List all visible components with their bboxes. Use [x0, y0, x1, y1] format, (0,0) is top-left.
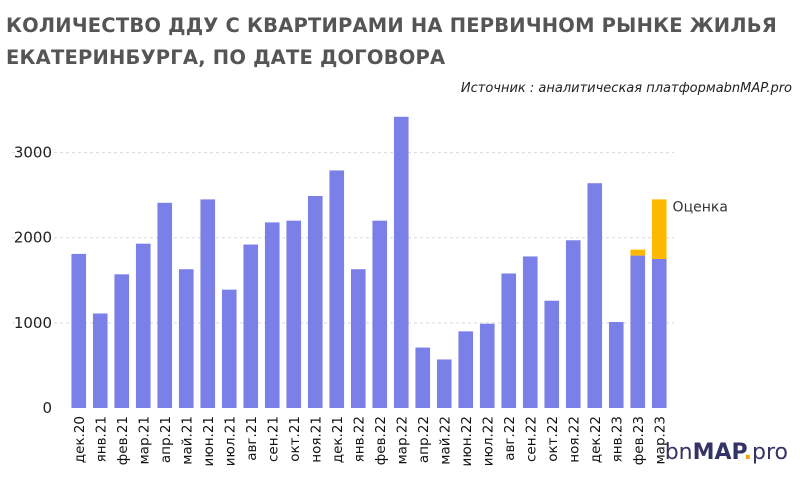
x-tick-label: окт.22 [545, 416, 561, 462]
chart-title: КОЛИЧЕСТВО ДДУ С КВАРТИРАМИ НА ПЕРВИЧНОМ… [6, 10, 778, 74]
x-tick-label: май.22 [437, 416, 453, 465]
x-tick-label: мар.23 [652, 416, 668, 465]
bar [372, 220, 388, 408]
y-tick-label: 1000 [14, 314, 52, 332]
x-tick-label: апр.22 [416, 416, 432, 463]
bar [286, 220, 302, 408]
x-tick-label: июн.21 [201, 416, 217, 466]
bar [608, 322, 624, 408]
bar-estimate [630, 249, 646, 256]
bar [243, 244, 259, 408]
x-tick-label: янв.23 [609, 416, 625, 462]
y-tick-label: 0 [42, 399, 52, 417]
source-note: Источник : аналитическая платформаbnMAP.… [460, 81, 792, 96]
bars [71, 116, 667, 408]
x-tick-label: апр.21 [158, 416, 174, 463]
bar [178, 269, 194, 408]
bar [329, 170, 345, 408]
bar [92, 313, 108, 408]
bar [307, 195, 323, 408]
x-tick-label: июл.21 [222, 416, 238, 466]
x-tick-label: фев.22 [373, 416, 389, 465]
bar-estimate [651, 199, 667, 259]
bar [415, 347, 431, 408]
x-tick-label: дек.22 [588, 416, 604, 463]
bar [221, 289, 237, 408]
x-tick-label: дек.20 [72, 416, 88, 463]
y-tick-label: 2000 [14, 229, 52, 247]
bar [522, 256, 538, 408]
bar [501, 273, 517, 408]
bar [479, 323, 495, 408]
bar [157, 202, 173, 408]
bar [587, 183, 603, 408]
y-axis-ticks: 0 1000 2000 3000 [14, 144, 52, 417]
x-tick-label: сен.22 [523, 416, 539, 462]
bar [436, 359, 452, 408]
x-tick-label: авг.21 [244, 416, 260, 461]
x-tick-label: мар.22 [394, 416, 410, 465]
x-tick-label: фев.23 [631, 416, 647, 465]
bar [544, 300, 560, 408]
x-tick-label: мар.21 [136, 416, 152, 465]
bar [393, 116, 409, 408]
bar [651, 259, 667, 408]
bar [565, 240, 581, 408]
x-tick-label: дек.21 [330, 416, 346, 463]
x-tick-label: июн.22 [459, 416, 475, 466]
bar [630, 255, 646, 408]
estimate-annotation: Оценка [673, 199, 728, 215]
x-tick-label: ноя.21 [308, 416, 324, 463]
bar [71, 253, 87, 408]
bar [350, 269, 366, 408]
x-tick-label: май.21 [179, 416, 195, 465]
chart-title-line1: КОЛИЧЕСТВО ДДУ С КВАРТИРАМИ НА ПЕРВИЧНОМ… [6, 14, 778, 37]
x-tick-label: янв.22 [351, 416, 367, 462]
x-axis-labels: дек.20 янв.21 фев.21 мар.21 апр.21 май.21 июн.… [72, 416, 669, 466]
x-tick-label: фев.21 [115, 416, 131, 465]
y-tick-label: 3000 [14, 144, 52, 162]
bar [200, 199, 216, 408]
x-tick-label: ноя.22 [566, 416, 582, 463]
bnmap-logo: bnMAP.pro [664, 440, 788, 465]
bar [114, 274, 130, 408]
x-tick-label: июл.22 [480, 416, 496, 466]
x-tick-label: авг.22 [502, 416, 518, 461]
bar [264, 222, 280, 408]
x-tick-label: сен.21 [265, 416, 281, 462]
bar [135, 243, 151, 408]
chart-title-line2: ЕКАТЕРИНБУРГА, ПО ДАТЕ ДОГОВОРА [6, 46, 446, 69]
bar [458, 331, 474, 408]
x-tick-label: янв.21 [93, 416, 109, 462]
x-tick-label: окт.21 [287, 416, 303, 462]
